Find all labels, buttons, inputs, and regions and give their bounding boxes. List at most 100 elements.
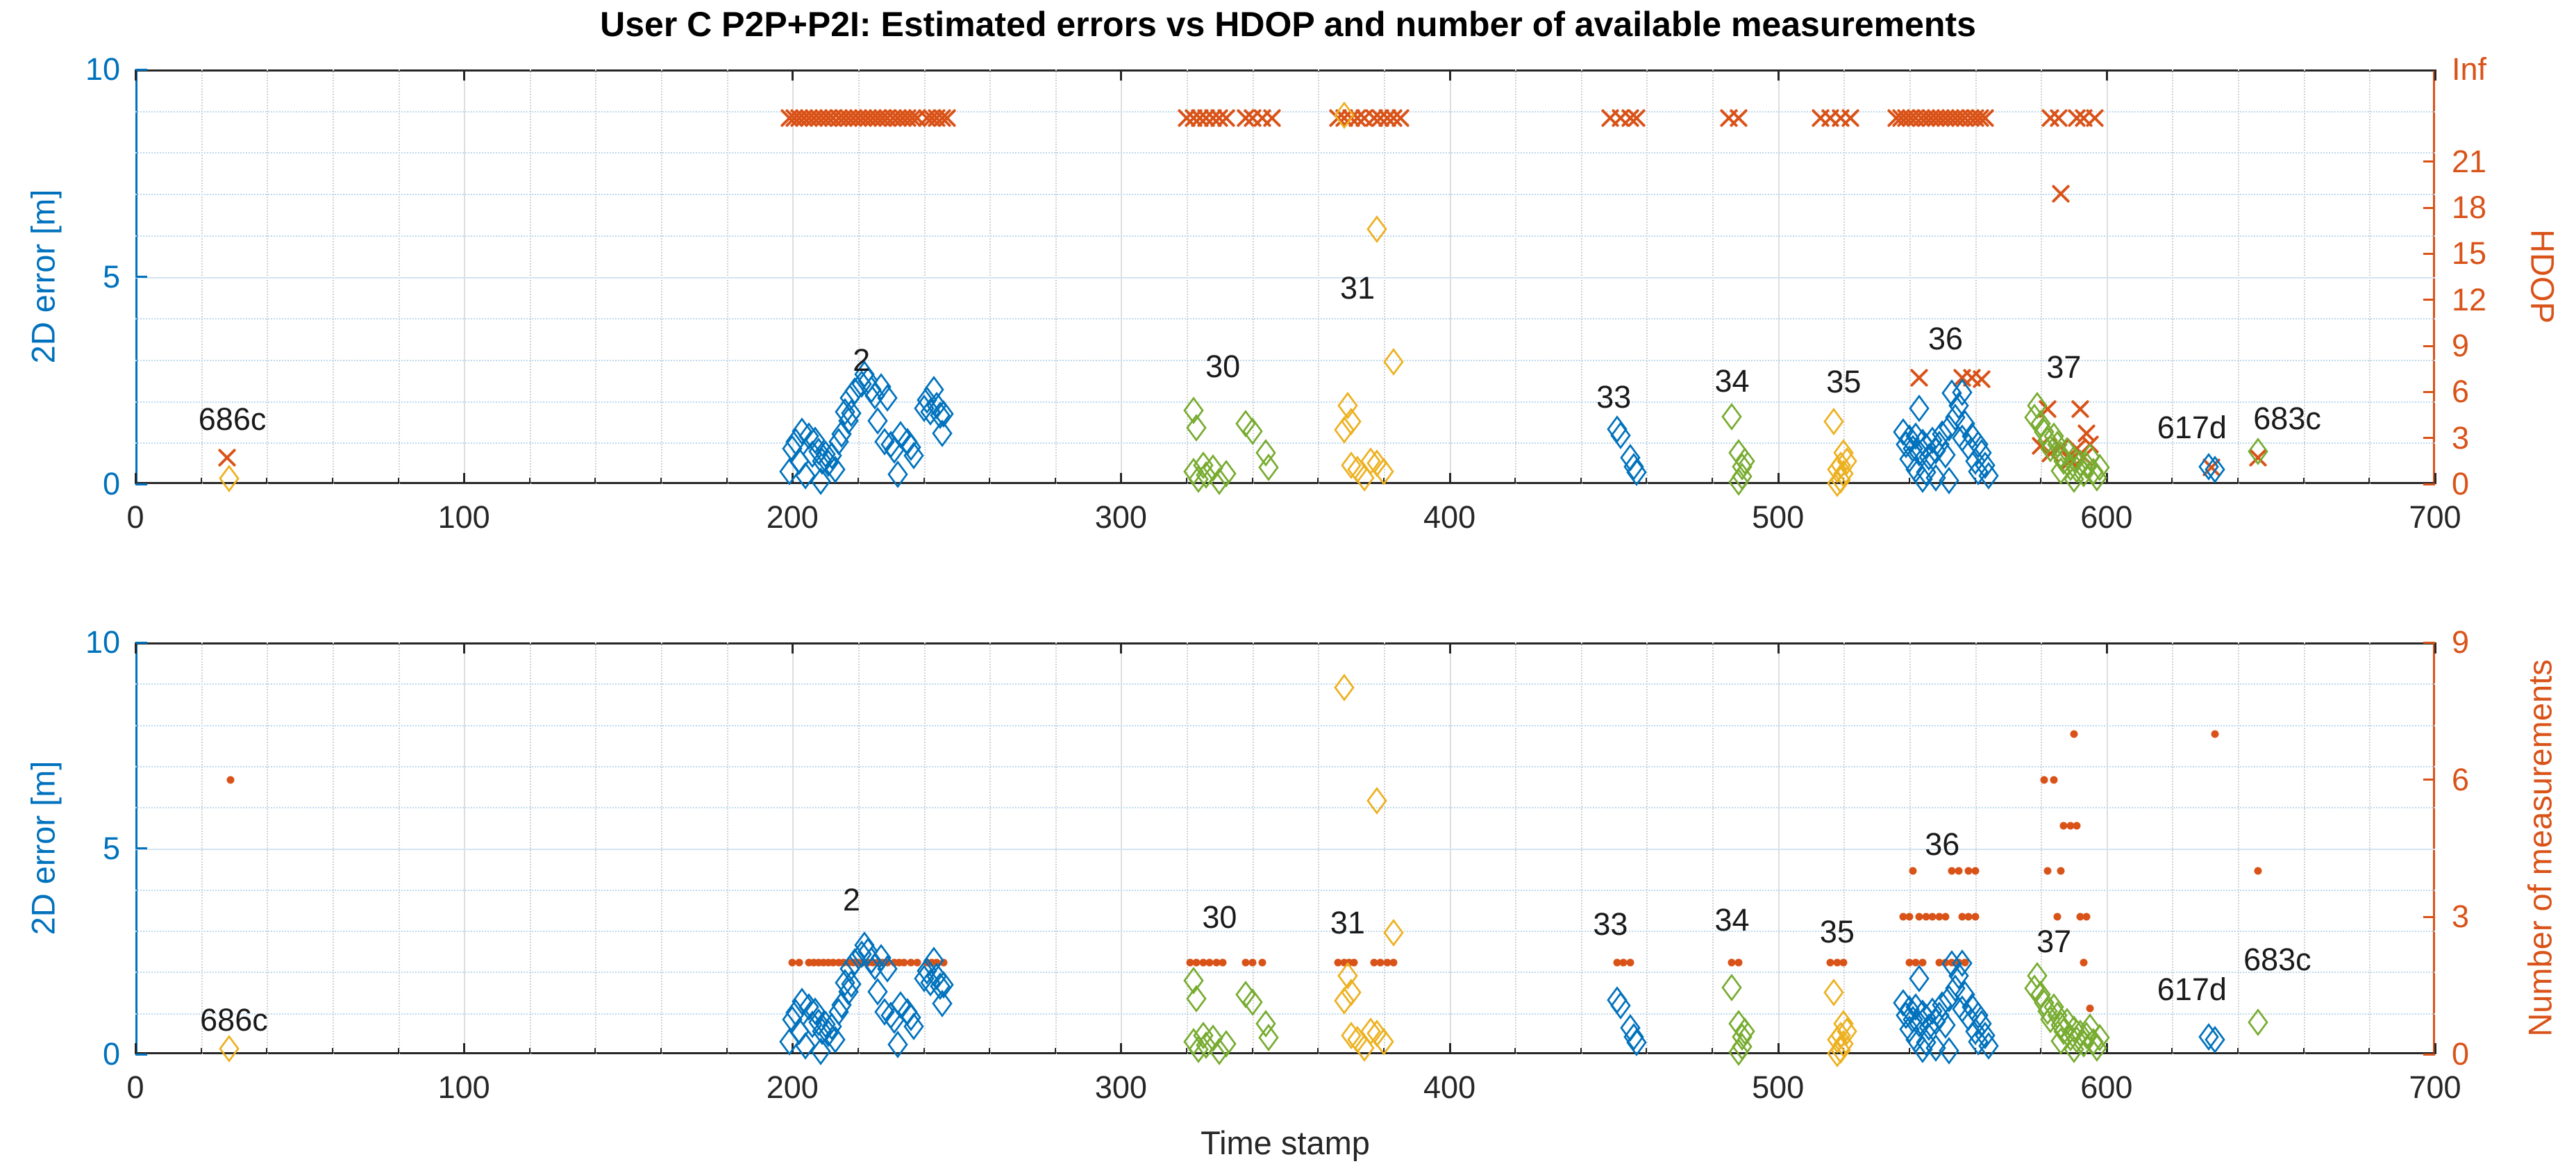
measurement-dot-marker	[1345, 958, 1353, 967]
x-tick-mark	[1777, 642, 1780, 654]
x-minor-tick-mark	[1251, 1048, 1253, 1054]
measurement-dot-marker	[932, 958, 941, 967]
hdop-tick-label: 0	[2452, 466, 2470, 501]
x-tick-mark	[1777, 473, 1780, 484]
measurement-dot-marker	[869, 958, 877, 967]
x-minor-tick-mark	[1646, 478, 1648, 484]
x-minor-tick-mark	[397, 478, 399, 484]
measurement-dot-marker	[226, 776, 235, 784]
measurement-dot-marker	[2254, 867, 2261, 875]
measurement-dot-marker	[1935, 958, 1943, 967]
x-tick-mark	[135, 1043, 137, 1054]
x-tick-mark	[2434, 473, 2436, 484]
x-tick-mark	[2434, 1043, 2436, 1054]
hdop-tick-label: 12	[2452, 281, 2487, 317]
measurement-dot-marker	[864, 958, 872, 967]
x-minor-tick-mark	[1514, 478, 1516, 484]
measurement-dot-marker	[1948, 958, 1956, 967]
x-tick-label: 0	[126, 499, 144, 535]
x-minor-tick-mark	[2040, 1048, 2042, 1054]
measurement-dot-marker	[873, 958, 882, 967]
x-minor-tick-mark	[1186, 478, 1188, 484]
x-minor-tick-mark	[1580, 1048, 1582, 1054]
x-minor-tick-mark	[1908, 478, 1910, 484]
y-minor-gridline	[135, 807, 2435, 809]
x-minor-tick-mark	[1974, 1048, 1976, 1054]
left-y-tick-mark	[135, 68, 147, 71]
x-tick-mark	[463, 1043, 466, 1054]
x-minor-tick-mark	[2040, 478, 2042, 484]
hdop-inf-x-marker	[935, 106, 959, 130]
measurement-dot-marker	[795, 958, 803, 967]
x-tick-mark	[792, 1043, 794, 1054]
measurement-dot-marker	[2082, 913, 2091, 921]
x-minor-tick-mark	[528, 478, 530, 484]
measurement-dot-marker	[2040, 776, 2048, 784]
measurement-dot-marker	[1905, 958, 1914, 967]
y-minor-gridline	[135, 683, 2435, 685]
x-tick-label: 100	[437, 1070, 490, 1105]
measurement-dot-marker	[2059, 822, 2068, 830]
measurement-dot-marker	[1912, 958, 1920, 967]
measurement-dot-marker	[878, 958, 887, 967]
hdop-tick-mark	[2423, 299, 2435, 301]
y-minor-gridline	[135, 152, 2435, 154]
measurement-dot-marker	[1833, 958, 1841, 967]
x-minor-tick-mark	[857, 478, 859, 484]
y-minor-gridline	[135, 931, 2435, 933]
measurement-dot-marker	[859, 958, 867, 967]
measurement-dot-marker	[1626, 958, 1634, 967]
x-minor-tick-mark	[1974, 478, 1976, 484]
x-tick-mark	[1120, 642, 1123, 654]
hdop-tick-label: 18	[2452, 190, 2487, 225]
x-minor-tick-mark	[331, 478, 333, 484]
measurement-dot-marker	[788, 958, 796, 967]
hdop-x-marker	[1970, 367, 1993, 391]
hdop-inf-x-marker	[1839, 106, 1862, 130]
cluster-label-36: 36	[1927, 321, 1964, 357]
measurement-dot-marker	[1212, 958, 1221, 967]
meas-tick-mark	[2423, 641, 2435, 644]
cluster-label-683c: 683c	[2253, 401, 2321, 437]
y-minor-gridline	[135, 442, 2435, 444]
cluster-label-33: 33	[1596, 378, 1632, 415]
y-major-gridline	[135, 276, 2435, 278]
x-minor-tick-mark	[200, 1048, 202, 1054]
cluster-label-686c: 686c	[200, 1002, 268, 1038]
measurement-dot-marker	[829, 958, 837, 967]
cluster-label-33: 33	[1593, 906, 1628, 942]
measurement-dot-marker	[849, 958, 858, 967]
hdop-inf-x-marker	[1625, 106, 1648, 130]
x-tick-mark	[2105, 473, 2108, 484]
x-minor-tick-mark	[331, 1048, 333, 1054]
x-tick-mark	[1120, 69, 1123, 81]
x-tick-mark	[135, 473, 137, 484]
measurement-dot-marker	[1971, 867, 1980, 875]
x-tick-label: 300	[1094, 1070, 1147, 1105]
measurement-dot-marker	[814, 958, 823, 967]
measurement-dot-marker	[1376, 958, 1385, 967]
x-minor-tick-mark	[2237, 1048, 2239, 1054]
x-tick-label: 600	[2080, 1070, 2133, 1105]
measurement-dot-marker	[913, 958, 921, 967]
x-minor-tick-mark	[660, 1048, 662, 1054]
measurement-dot-marker	[1350, 958, 1358, 967]
hdop-x-marker	[2068, 397, 2092, 421]
x-minor-tick-mark	[923, 478, 925, 484]
x-tick-mark	[1777, 1043, 1780, 1054]
left-y-tick-label: 10	[85, 51, 120, 87]
x-minor-tick-mark	[2302, 478, 2305, 484]
x-minor-tick-mark	[989, 478, 991, 484]
measurement-dot-marker	[1948, 867, 1956, 875]
measurement-dot-marker	[1941, 913, 1950, 921]
measurement-dot-marker	[2057, 867, 2065, 875]
x-tick-label: 400	[1423, 1070, 1476, 1105]
x-minor-tick-mark	[1317, 1048, 1319, 1054]
meas-tick-label: 6	[2452, 761, 2470, 797]
hdop-inf-x-marker	[1389, 106, 1412, 130]
measurement-dot-marker	[1964, 867, 1973, 875]
x-minor-tick-mark	[397, 1048, 399, 1054]
x-tick-mark	[792, 642, 794, 654]
measurement-dot-marker	[1958, 913, 1966, 921]
cluster-label-30: 30	[1202, 899, 1237, 935]
